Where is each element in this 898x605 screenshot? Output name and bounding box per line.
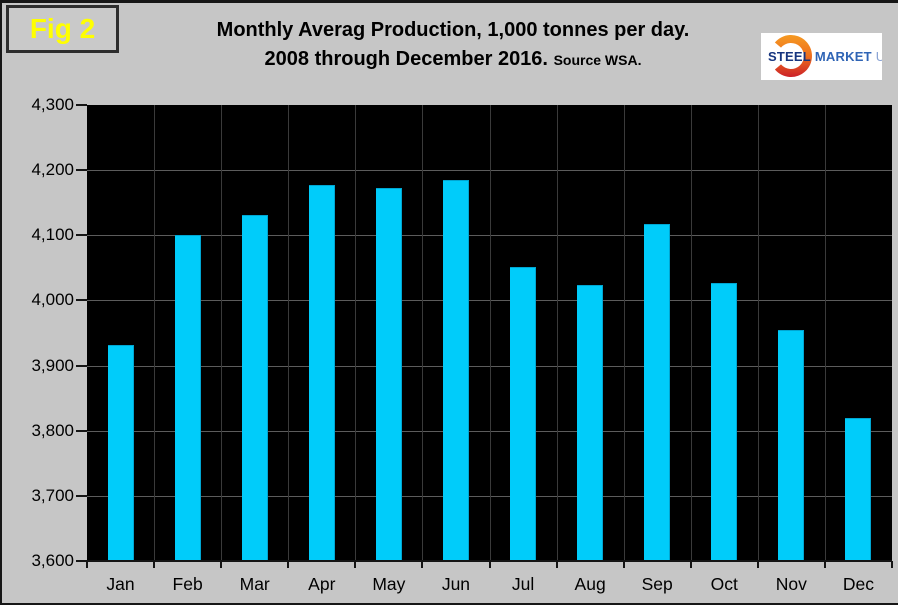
x-axis-tick-mark (220, 561, 223, 568)
x-axis-tick-mark (891, 561, 893, 568)
y-axis-tick-label: 4,200 (31, 160, 74, 180)
x-axis-tick-mark (86, 561, 88, 568)
y-axis-tick-mark (76, 560, 87, 562)
gridline-vertical (422, 105, 424, 561)
x-axis-label-oct: Oct (710, 574, 738, 594)
chart-title-line2: 2008 through December 2016. Source WSA. (264, 48, 642, 70)
x-axis-label-dec: Dec (842, 574, 874, 594)
bar-nov (778, 330, 805, 561)
logo-word-update: UPDATE (875, 49, 882, 64)
bar-apr (308, 185, 335, 561)
bar-sep (644, 223, 671, 561)
bar-may (375, 188, 402, 561)
x-axis-tick-mark (622, 561, 625, 568)
x-axis-label-jun: Jun (441, 574, 471, 594)
logo-text: STEELMARKETUPDATE (768, 33, 882, 80)
gridline-vertical (288, 105, 290, 561)
figure-label: Fig 2 (29, 13, 96, 44)
gridline-vertical (556, 105, 558, 561)
y-axis-tick-label: 3,700 (31, 485, 74, 505)
x-axis-label-jan: Jan (106, 574, 135, 594)
x-axis-tick-mark (354, 561, 357, 568)
bar-aug (577, 285, 604, 561)
steel-market-update-logo: STEELMARKETUPDATE (761, 33, 882, 80)
y-axis-tick-mark (76, 429, 87, 432)
gridline-vertical (690, 105, 692, 561)
y-axis-tick-label: 4,300 (31, 95, 74, 114)
x-axis-label-may: May (372, 574, 406, 594)
bar-jan (107, 344, 134, 561)
bar-oct (711, 282, 738, 561)
x-axis-tick-mark (488, 561, 491, 568)
bar-jul (510, 266, 537, 561)
y-axis-tick-mark (76, 104, 87, 106)
chart-title-line1: Monthly Averag Production, 1,000 tonnes … (216, 19, 690, 41)
x-axis-tick-mark (689, 561, 692, 568)
gridline-vertical (355, 105, 357, 561)
x-axis-label-jul: Jul (511, 574, 535, 594)
logo-crescent-icon (774, 35, 812, 77)
figure-label-box: Fig 2 (6, 5, 119, 53)
gridline-vertical (757, 105, 759, 561)
x-axis-label-feb: Feb (172, 574, 203, 594)
x-axis-tick-mark (153, 561, 156, 568)
y-axis-tick-label: 3,900 (31, 355, 74, 375)
y-axis-tick-mark (76, 169, 87, 172)
bar-feb (174, 234, 201, 561)
gridline-vertical (489, 105, 491, 561)
x-axis-label-mar: Mar (239, 574, 270, 594)
gridline-vertical (623, 105, 625, 561)
y-axis-tick-label: 3,600 (31, 551, 74, 570)
y-axis-tick-mark (76, 364, 87, 367)
y-axis-tick-mark (76, 299, 87, 302)
x-axis-label-nov: Nov (775, 574, 807, 594)
chart-title: Monthly Averag Production, 1,000 tonnes … (92, 16, 814, 75)
y-axis-tick-label: 4,000 (31, 290, 74, 310)
y-axis-tick-label: 4,100 (31, 225, 74, 245)
plot-area (87, 105, 892, 561)
gridline-vertical (824, 105, 826, 561)
logo-word-steel: STEEL (768, 49, 811, 64)
x-axis-tick-mark (756, 561, 759, 568)
x-axis-tick-mark (823, 561, 826, 568)
x-axis-tick-mark (421, 561, 424, 568)
x-axis-tick-mark (555, 561, 558, 568)
y-axis-tick-mark (76, 494, 87, 497)
y-axis-tick-mark (76, 234, 87, 237)
x-axis-tick-mark (287, 561, 290, 568)
bar-jun (442, 179, 469, 561)
x-axis-label-aug: Aug (574, 574, 606, 594)
bar-mar (241, 215, 268, 561)
gridline-vertical (154, 105, 156, 561)
x-axis-label-apr: Apr (308, 574, 336, 594)
logo-word-market: MARKET (814, 49, 872, 64)
chart-title-source: Source WSA. (553, 52, 642, 68)
bar-dec (845, 417, 872, 561)
x-axis-label-sep: Sep (641, 574, 673, 594)
gridline-vertical (221, 105, 223, 561)
y-axis-tick-label: 3,800 (31, 420, 74, 440)
